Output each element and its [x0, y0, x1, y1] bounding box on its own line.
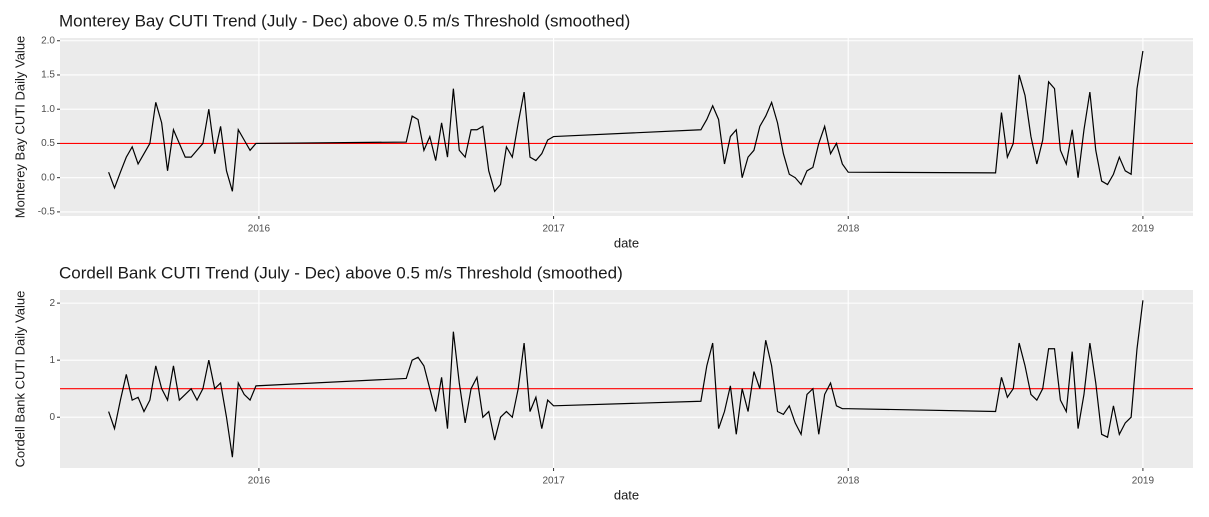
y-tick-label: 1.0: [41, 104, 55, 115]
panel: 0 1 2 2016 2017 2018 2019 Cordell Bank CUTI Tre…: [12, 263, 1193, 502]
y-axis-label: Cordell Bank CUTI Daily Value: [12, 291, 27, 468]
x-axis-label: date: [614, 235, 639, 250]
x-tick-label: 2017: [542, 224, 565, 235]
y-tick-label: -0.5: [38, 207, 56, 218]
x-tick-label: 2018: [837, 224, 860, 235]
x-axis-label: date: [614, 487, 639, 502]
y-tick-label: 2.0: [41, 35, 55, 46]
data-line: [108, 50, 1144, 193]
x-tick-label: 2019: [1132, 224, 1155, 235]
data-line: [108, 300, 1144, 458]
plot-background: [60, 38, 1193, 216]
y-tick-label: 2: [49, 298, 55, 309]
chart-title: Monterey Bay CUTI Trend (July - Dec) abo…: [59, 11, 630, 30]
y-tick-label: 1: [49, 355, 55, 366]
y-axis-label: Monterey Bay CUTI Daily Value: [12, 36, 27, 219]
y-tick-label: 0: [49, 412, 55, 423]
y-tick-label: 1.5: [41, 70, 55, 81]
chart-title: Cordell Bank CUTI Trend (July - Dec) abo…: [59, 263, 623, 282]
x-tick-label: 2018: [837, 476, 860, 487]
y-tick-label: 0.5: [41, 138, 55, 149]
x-tick-label: 2019: [1132, 476, 1155, 487]
plot-background: [60, 290, 1193, 468]
x-tick-label: 2016: [248, 476, 271, 487]
x-tick-label: 2017: [542, 476, 565, 487]
x-tick-label: 2016: [248, 224, 271, 235]
panel: -0.5 0.0 0.5 1.0 1.5 2.0 2016 2017 2018 2019 Monte…: [12, 11, 1193, 250]
y-tick-label: 0.0: [41, 172, 55, 183]
